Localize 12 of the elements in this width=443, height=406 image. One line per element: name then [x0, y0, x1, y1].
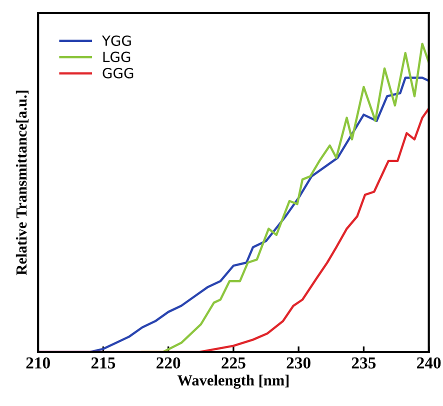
x-tick-label: 240: [417, 357, 441, 369]
x-axis-title: Wavelength [nm]: [177, 374, 289, 389]
x-tick-label: 210: [26, 357, 50, 369]
x-tick-label: 220: [156, 357, 180, 369]
x-tick-label: 230: [286, 357, 310, 369]
x-tick-label: 225: [222, 357, 246, 369]
y-axis-title: Relative Transmittance[a.u.]: [16, 90, 29, 276]
legend-label: YGG: [102, 35, 131, 46]
legend-label: GGG: [102, 68, 134, 78]
legend-label: LGG: [103, 52, 130, 62]
x-tick-label: 235: [352, 357, 376, 369]
x-tick-label: 215: [91, 357, 116, 369]
